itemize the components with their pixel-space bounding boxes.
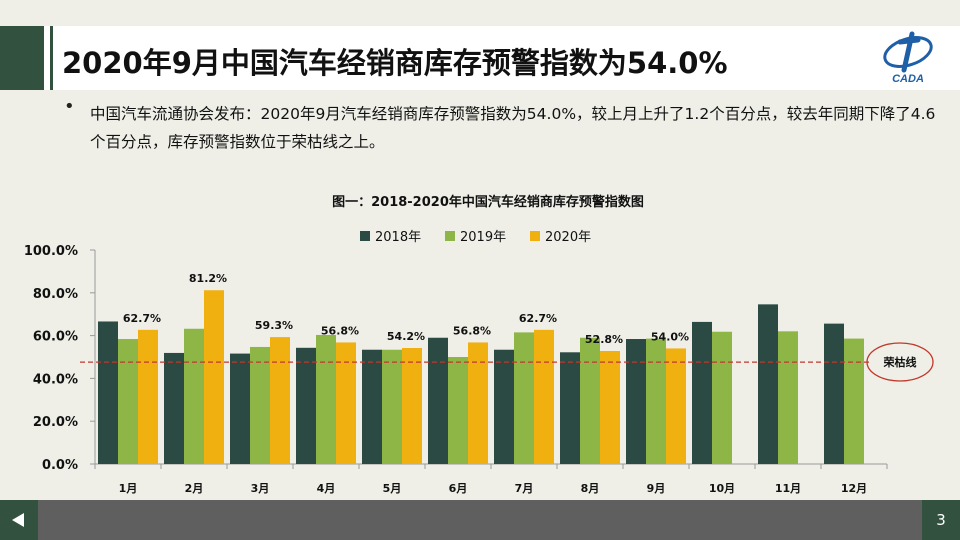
x-category-label: 5月 — [383, 482, 402, 495]
bar — [468, 342, 488, 464]
bar — [164, 352, 184, 464]
x-category-label: 2月 — [185, 482, 204, 495]
bullet-icon: • — [64, 96, 75, 117]
bullet-text: 中国汽车流通协会发布：2020年9月汽车经销商库存预警指数为54.0%，较上月上… — [90, 105, 936, 151]
bar — [626, 339, 646, 464]
cada-logo: CADA — [883, 31, 933, 85]
legend-swatch — [445, 231, 455, 241]
threshold-highlight — [866, 342, 934, 382]
logo-text: CADA — [892, 73, 924, 85]
bar — [758, 304, 778, 464]
bar — [494, 349, 514, 464]
inventory-index-chart: 图一：2018-2020年中国汽车经销商库存预警指数图 2018年 2019年 202… — [24, 194, 934, 495]
bar — [666, 348, 686, 464]
legend-label: 2018年 — [375, 230, 421, 245]
prev-slide-button[interactable] — [0, 500, 38, 540]
title-accent-bar — [0, 26, 44, 90]
data-label: 52.8% — [585, 333, 623, 346]
bar — [98, 321, 118, 464]
bar — [362, 349, 382, 464]
y-tick-label: 100.0% — [24, 244, 78, 259]
x-category-label: 9月 — [647, 482, 666, 495]
threshold-label: 荣枯线 — [883, 355, 917, 369]
x-category-label: 4月 — [317, 482, 336, 495]
slide-title: 2020年9月中国汽车经销商库存预警指数为54.0% — [62, 46, 728, 80]
data-label: 62.7% — [519, 312, 557, 325]
x-category-label: 3月 — [251, 482, 270, 495]
legend-swatch — [360, 231, 370, 241]
bar — [204, 290, 224, 464]
x-category-label: 12月 — [841, 482, 867, 495]
data-label: 81.2% — [189, 272, 227, 285]
bar — [778, 331, 798, 464]
data-label: 62.7% — [123, 312, 161, 325]
legend-label: 2020年 — [545, 230, 591, 245]
x-category-label: 6月 — [449, 482, 468, 495]
data-label: 54.0% — [651, 330, 689, 343]
y-tick-label: 0.0% — [42, 458, 78, 473]
bar — [712, 331, 732, 464]
bar — [270, 337, 290, 464]
bar — [250, 346, 270, 464]
bar — [646, 338, 666, 464]
y-tick-label: 60.0% — [33, 330, 78, 345]
bar — [600, 351, 620, 464]
x-category-label: 11月 — [775, 482, 801, 495]
bar — [448, 357, 468, 464]
x-category-label: 7月 — [515, 482, 534, 495]
bottom-bar — [0, 500, 960, 540]
chart-title: 图一：2018-2020年中国汽车经销商库存预警指数图 — [332, 194, 644, 210]
bar — [118, 339, 138, 464]
data-label: 56.8% — [321, 324, 359, 337]
bar — [296, 347, 316, 464]
page-number: 3 — [936, 511, 946, 529]
title-accent-line — [50, 26, 53, 90]
x-category-label: 1月 — [119, 482, 138, 495]
bar — [560, 352, 580, 464]
bar — [402, 348, 422, 464]
data-label: 59.3% — [255, 319, 293, 332]
y-tick-label: 40.0% — [33, 372, 78, 387]
bar — [138, 329, 158, 464]
bar — [230, 353, 250, 464]
page-indicator: 3 — [922, 500, 960, 540]
bar — [316, 334, 336, 464]
bar — [692, 321, 712, 464]
title-band — [0, 26, 960, 90]
y-tick-label: 80.0% — [33, 287, 78, 302]
bar — [534, 329, 554, 464]
bar — [428, 337, 448, 464]
bar — [184, 328, 204, 464]
x-category-label: 10月 — [709, 482, 735, 495]
bar — [844, 338, 864, 464]
data-label: 56.8% — [453, 324, 491, 337]
bar — [382, 349, 402, 464]
x-category-label: 8月 — [581, 482, 600, 495]
prev-arrow-icon — [12, 513, 24, 527]
y-tick-label: 20.0% — [33, 415, 78, 430]
bar — [824, 323, 844, 464]
legend-label: 2019年 — [460, 230, 506, 245]
data-label: 54.2% — [387, 330, 425, 343]
bar — [580, 337, 600, 464]
bar — [336, 342, 356, 464]
bar — [514, 332, 534, 464]
legend-swatch — [530, 231, 540, 241]
